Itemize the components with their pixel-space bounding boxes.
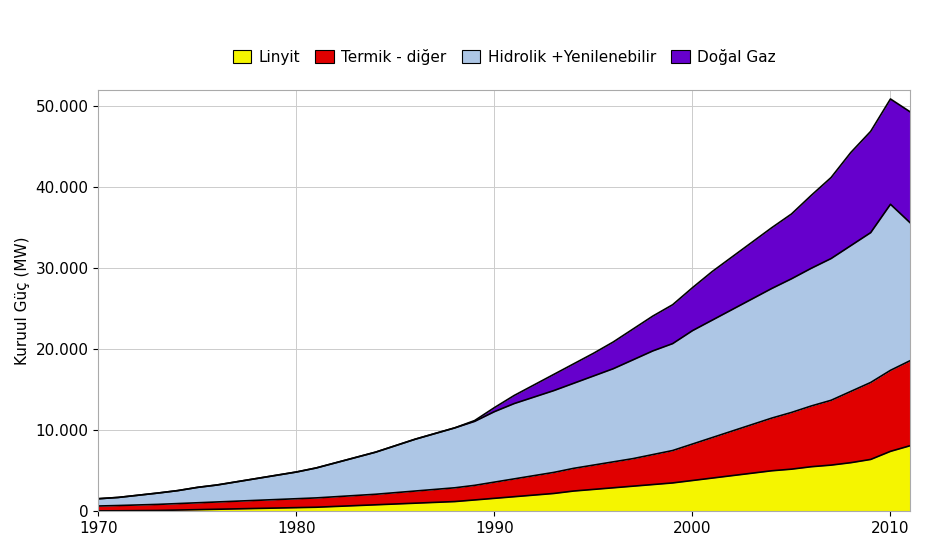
Legend: Linyit, Termik - diğer, Hidrolik +Yenilenebilir, Doğal Gaz: Linyit, Termik - diğer, Hidrolik +Yenile… xyxy=(226,43,782,71)
Y-axis label: Kuruul Güç (MW): Kuruul Güç (MW) xyxy=(15,236,30,365)
